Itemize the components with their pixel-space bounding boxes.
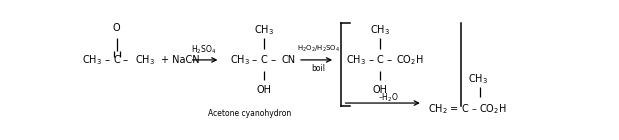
Text: –: – bbox=[387, 55, 392, 65]
Text: boil: boil bbox=[311, 64, 325, 73]
Text: CH$_3$: CH$_3$ bbox=[230, 53, 250, 67]
Text: CO$_2$H: CO$_2$H bbox=[396, 53, 424, 67]
Text: C: C bbox=[113, 55, 120, 65]
Text: –: – bbox=[105, 55, 110, 65]
Text: CN: CN bbox=[281, 55, 295, 65]
Text: H$_2$O$_2$/H$_2$SO$_4$: H$_2$O$_2$/H$_2$SO$_4$ bbox=[297, 44, 340, 54]
Text: OH: OH bbox=[256, 85, 272, 95]
Text: CH$_3$: CH$_3$ bbox=[82, 53, 102, 67]
Text: –: – bbox=[252, 55, 257, 65]
Text: –: – bbox=[123, 55, 128, 65]
Text: C: C bbox=[377, 55, 383, 65]
Text: CH$_3$: CH$_3$ bbox=[135, 53, 155, 67]
Text: CH$_3$: CH$_3$ bbox=[346, 53, 366, 67]
Text: O: O bbox=[113, 23, 121, 33]
Text: OH: OH bbox=[373, 85, 387, 95]
Text: + NaCN: + NaCN bbox=[162, 55, 200, 65]
Text: –: – bbox=[271, 55, 276, 65]
Text: C: C bbox=[261, 55, 267, 65]
Text: –: – bbox=[368, 55, 374, 65]
Text: –H$_2$O: –H$_2$O bbox=[378, 91, 399, 104]
Text: H$_2$SO$_4$: H$_2$SO$_4$ bbox=[191, 44, 216, 56]
Text: CH$_3$: CH$_3$ bbox=[254, 23, 274, 37]
Text: CH$_2$ = C – CO$_2$H: CH$_2$ = C – CO$_2$H bbox=[428, 103, 506, 116]
Text: CH$_3$: CH$_3$ bbox=[469, 72, 488, 86]
Text: Acetone cyanohydron: Acetone cyanohydron bbox=[209, 109, 292, 118]
Text: CH$_3$: CH$_3$ bbox=[370, 23, 390, 37]
